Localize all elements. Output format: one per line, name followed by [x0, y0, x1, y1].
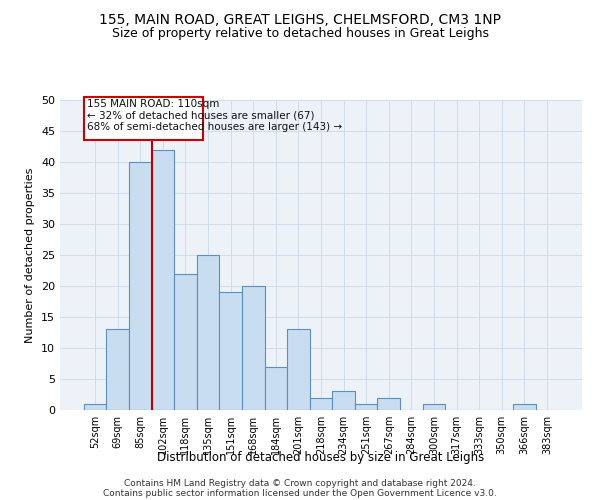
- Bar: [197, 255, 220, 410]
- Bar: [422, 404, 445, 410]
- Bar: [220, 292, 242, 410]
- Text: Size of property relative to detached houses in Great Leighs: Size of property relative to detached ho…: [112, 28, 488, 40]
- Bar: [84, 404, 106, 410]
- Bar: [355, 404, 377, 410]
- Bar: [377, 398, 400, 410]
- Bar: [106, 330, 129, 410]
- Bar: [84, 97, 203, 140]
- Bar: [265, 366, 287, 410]
- Bar: [152, 150, 174, 410]
- Text: Contains HM Land Registry data © Crown copyright and database right 2024.: Contains HM Land Registry data © Crown c…: [124, 478, 476, 488]
- Text: 155 MAIN ROAD: 110sqm: 155 MAIN ROAD: 110sqm: [87, 99, 220, 109]
- Text: 68% of semi-detached houses are larger (143) →: 68% of semi-detached houses are larger (…: [87, 122, 342, 132]
- Text: Contains public sector information licensed under the Open Government Licence v3: Contains public sector information licen…: [103, 488, 497, 498]
- Bar: [242, 286, 265, 410]
- Bar: [174, 274, 197, 410]
- Bar: [513, 404, 536, 410]
- Y-axis label: Number of detached properties: Number of detached properties: [25, 168, 35, 342]
- Bar: [287, 330, 310, 410]
- Text: 155, MAIN ROAD, GREAT LEIGHS, CHELMSFORD, CM3 1NP: 155, MAIN ROAD, GREAT LEIGHS, CHELMSFORD…: [99, 12, 501, 26]
- Text: ← 32% of detached houses are smaller (67): ← 32% of detached houses are smaller (67…: [87, 110, 314, 120]
- Bar: [129, 162, 152, 410]
- Bar: [332, 392, 355, 410]
- Text: Distribution of detached houses by size in Great Leighs: Distribution of detached houses by size …: [157, 451, 485, 464]
- Bar: [310, 398, 332, 410]
